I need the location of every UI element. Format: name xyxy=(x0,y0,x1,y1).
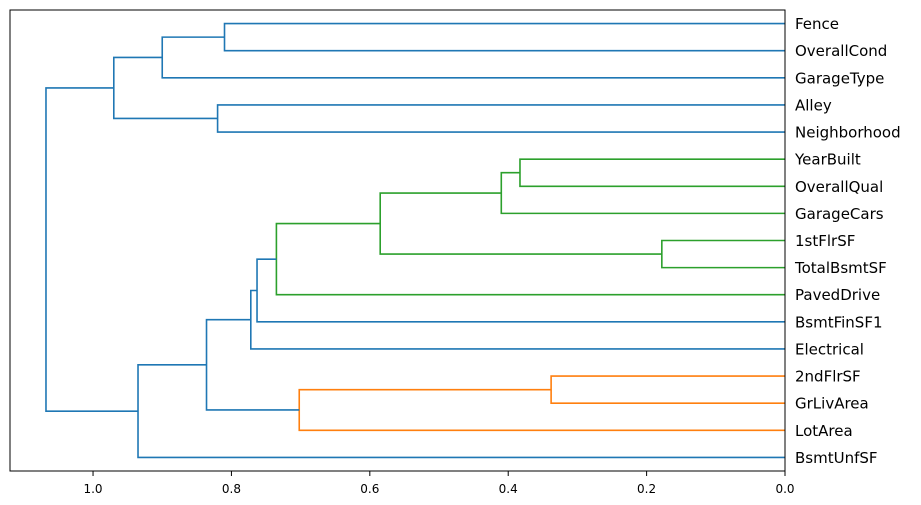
link-n12 xyxy=(223,22,785,52)
leaf-label: Electrical xyxy=(795,340,864,358)
x-tick-label: 0.2 xyxy=(637,482,656,496)
link-n4 xyxy=(379,192,662,255)
link-n16 xyxy=(45,87,139,412)
link-n7 xyxy=(250,289,785,350)
leaf-label: LotArea xyxy=(795,422,853,440)
leaf-label: 1stFlrSF xyxy=(795,232,855,250)
leaf-label: GrLivArea xyxy=(795,395,869,413)
link-n1 xyxy=(519,158,785,188)
link-n11 xyxy=(137,364,785,459)
link-n3 xyxy=(661,239,785,269)
leaf-label: GarageType xyxy=(795,69,884,87)
link-n15 xyxy=(112,56,218,120)
leaf-label: GarageCars xyxy=(795,205,884,223)
leaf-label: 2ndFlrSF xyxy=(795,368,861,386)
dendrogram-links xyxy=(45,22,785,459)
leaf-label: TotalBsmtSF xyxy=(794,259,887,277)
x-tick-label: 1.0 xyxy=(83,482,102,496)
link-n8 xyxy=(550,375,785,405)
leaf-label: Neighborhood xyxy=(795,124,901,142)
x-tick-label: 0.6 xyxy=(360,482,379,496)
link-n5 xyxy=(275,222,785,296)
leaf-labels: Fence OverallCond GarageType Alley Neighborh… xyxy=(794,15,901,467)
link-n6 xyxy=(256,258,785,323)
x-axis: 1.0 0.8 0.6 0.4 0.2 0.0 xyxy=(83,471,795,496)
link-n2 xyxy=(500,171,785,215)
x-tick-label: 0.8 xyxy=(222,482,241,496)
x-tick-label: 0.0 xyxy=(775,482,794,496)
link-n10 xyxy=(205,318,300,411)
leaf-label: BsmtFinSF1 xyxy=(795,313,883,331)
leaf-label: OverallQual xyxy=(795,178,883,196)
link-n9 xyxy=(298,388,785,432)
leaf-label: Fence xyxy=(795,15,839,33)
plot-frame xyxy=(9,9,786,472)
x-tick-label: 0.4 xyxy=(499,482,518,496)
leaf-label: OverallCond xyxy=(795,42,887,60)
link-n13 xyxy=(161,36,785,79)
link-n14 xyxy=(216,104,785,133)
leaf-label: YearBuilt xyxy=(794,151,861,169)
leaf-label: Alley xyxy=(795,96,832,114)
leaf-label: BsmtUnfSF xyxy=(795,449,878,467)
leaf-label: PavedDrive xyxy=(795,286,880,304)
